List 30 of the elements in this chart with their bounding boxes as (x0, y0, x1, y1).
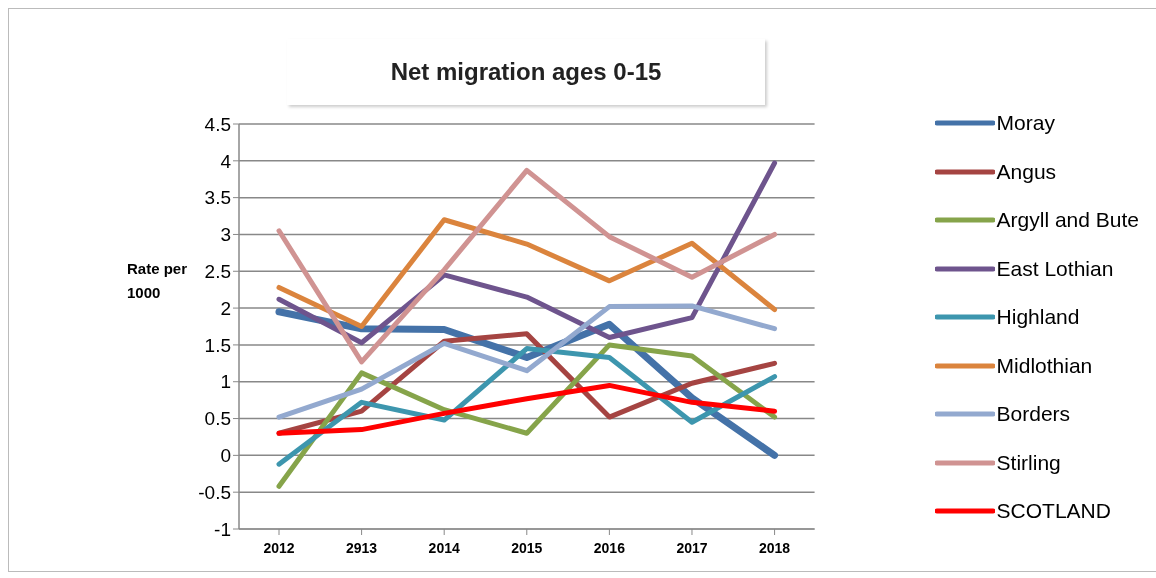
legend-label: Borders (996, 402, 1071, 427)
legend-label: SCOTLAND (996, 499, 1111, 524)
legend-label: East Lothian (996, 256, 1114, 281)
legend-label: Midlothian (996, 353, 1093, 378)
legend-label: Moray (996, 111, 1055, 136)
y-tick-label: 1.5 (204, 334, 231, 356)
y-tick-label: 1 (220, 371, 231, 393)
y-tick-label: -0.5 (198, 481, 231, 503)
x-tick-label: 2913 (346, 539, 378, 556)
y-tick-label: 2 (220, 297, 231, 319)
legend-label: Angus (996, 159, 1057, 184)
y-axis-title: Rate per 1000 (127, 259, 189, 303)
y-tick-label: 0.5 (204, 408, 231, 430)
y-tick-label: 3 (220, 224, 231, 246)
y-tick-label: -1 (214, 518, 231, 540)
y-tick-label: 0 (220, 445, 231, 467)
x-tick-label: 2014 (428, 539, 460, 556)
legend-label: Argyll and Bute (996, 208, 1139, 233)
legend-label: Highland (996, 305, 1080, 330)
y-tick-label: 4.5 (204, 113, 231, 135)
y-tick-label: 2.5 (204, 261, 231, 283)
legend-label: Stirling (996, 450, 1061, 475)
x-tick-label: 2015 (511, 539, 543, 556)
x-tick-label: 2018 (759, 539, 791, 556)
x-tick-label: 2012 (263, 539, 295, 556)
y-tick-label: 4 (220, 150, 232, 172)
chart-title: Net migration ages 0-15 (287, 39, 765, 105)
y-tick-label: 3.5 (204, 187, 231, 209)
x-tick-label: 2016 (593, 539, 626, 556)
x-tick-label: 2017 (676, 539, 708, 556)
